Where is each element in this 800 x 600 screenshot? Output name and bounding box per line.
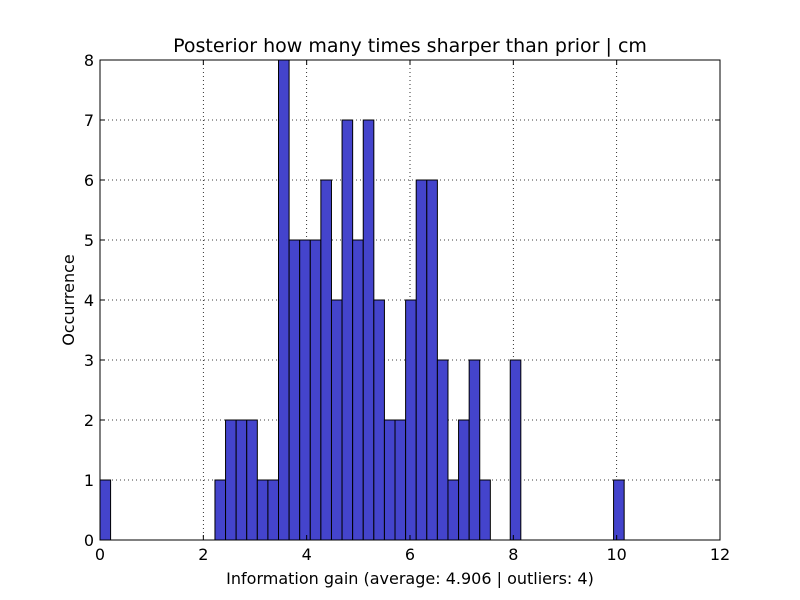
x-tick-label: 6 <box>405 545 415 564</box>
histogram-bar <box>278 59 290 541</box>
histogram-bar <box>613 479 625 541</box>
histogram-bar <box>309 239 322 541</box>
histogram-bar <box>320 179 332 541</box>
histogram-bar <box>235 419 248 541</box>
histogram-bar <box>362 119 375 541</box>
histogram-bar <box>330 299 343 541</box>
histogram-bar <box>299 239 311 541</box>
x-tick-label: 0 <box>95 545 105 564</box>
y-tick-label: 1 <box>84 471 94 490</box>
x-tick-label: 2 <box>198 545 208 564</box>
y-tick-label: 3 <box>84 351 94 370</box>
x-axis-label: Information gain (average: 4.906 | outli… <box>226 569 594 588</box>
histogram-bar <box>267 479 280 541</box>
histogram-bar <box>479 479 491 541</box>
histogram-bar <box>341 119 354 541</box>
y-tick-label: 8 <box>84 51 94 70</box>
histogram-bar <box>225 419 237 541</box>
histogram-bar <box>99 479 112 541</box>
histogram-bar <box>214 479 227 541</box>
histogram-bar <box>383 419 396 541</box>
histogram-bar <box>394 419 407 541</box>
y-tick-label: 5 <box>84 231 94 250</box>
histogram-bar <box>447 479 460 541</box>
histogram-bar <box>436 359 449 541</box>
histogram-bar <box>415 179 428 541</box>
x-tick-label: 4 <box>302 545 312 564</box>
histogram-bar <box>426 179 438 541</box>
y-tick-label: 2 <box>84 411 94 430</box>
histogram-bar <box>509 359 522 541</box>
histogram-bar <box>246 419 258 541</box>
histogram-bar <box>352 239 364 541</box>
x-tick-label: 8 <box>508 545 518 564</box>
y-tick-label: 0 <box>84 531 94 550</box>
histogram-bar <box>373 299 385 541</box>
y-tick-label: 4 <box>84 291 94 310</box>
histogram-bar <box>468 359 481 541</box>
x-tick-label: 12 <box>710 545 730 564</box>
histogram-bar <box>405 299 417 541</box>
x-tick-label: 10 <box>606 545 626 564</box>
histogram-bar <box>458 419 470 541</box>
histogram-bar <box>256 479 269 541</box>
y-tick-label: 7 <box>84 111 94 130</box>
chart-title: Posterior how many times sharper than pr… <box>173 35 647 57</box>
histogram-bar <box>288 239 301 541</box>
y-tick-label: 6 <box>84 171 94 190</box>
y-axis-label: Occurrence <box>59 254 78 345</box>
